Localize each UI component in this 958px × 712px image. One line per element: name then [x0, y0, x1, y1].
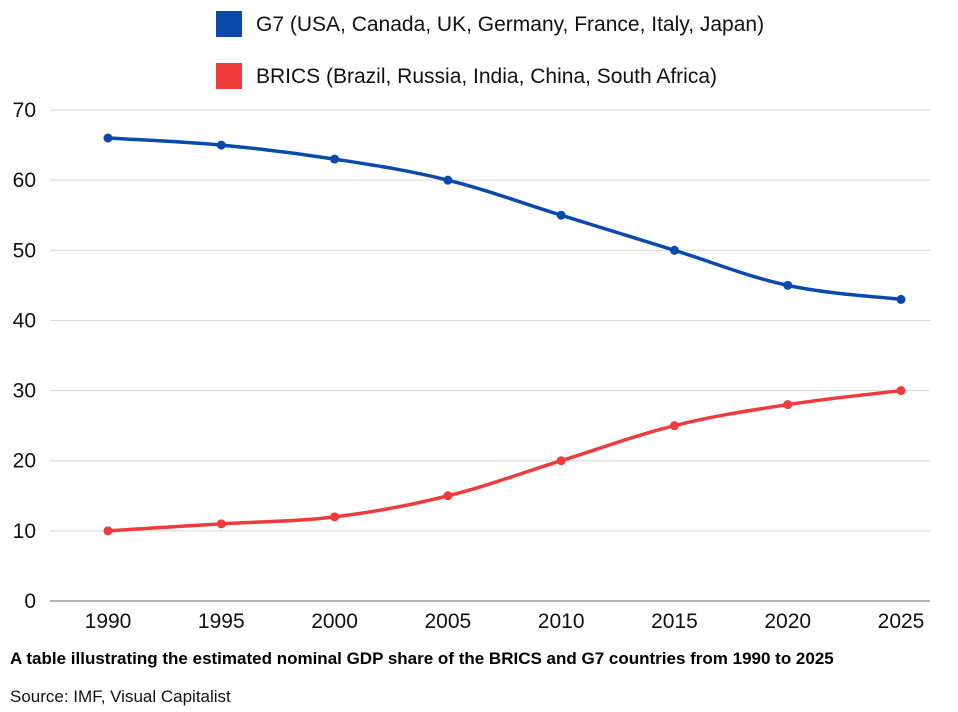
- data-point-1-2025: [896, 386, 906, 396]
- data-point-1-1990: [103, 526, 113, 536]
- y-tick-label-50: 50: [13, 239, 36, 262]
- y-tick-label-10: 10: [13, 520, 36, 543]
- data-point-1-2010: [556, 456, 566, 466]
- series-line-1: [106, 388, 903, 533]
- chart-caption: A table illustrating the estimated nomin…: [10, 649, 834, 668]
- data-point-0-2005: [443, 175, 453, 185]
- data-point-0-2010: [556, 210, 566, 220]
- x-axis-tick-labels: 1990 1995 2000 2005 2010 2015 2020 2025: [85, 610, 925, 633]
- y-axis-tick-labels: 0 10 20 30 40 50 60 70: [13, 99, 36, 613]
- x-tick-label-2015: 2015: [651, 610, 698, 633]
- series-group: [103, 133, 906, 536]
- data-point-0-2020: [783, 280, 793, 290]
- legend-label-1: BRICS (Brazil, Russia, India, China, Sou…: [256, 65, 717, 88]
- data-point-0-2000: [330, 154, 340, 164]
- y-tick-label-70: 70: [13, 99, 36, 122]
- y-tick-label-0: 0: [24, 590, 36, 613]
- x-tick-label-2020: 2020: [764, 610, 811, 633]
- y-tick-label-60: 60: [13, 169, 36, 192]
- data-point-0-2015: [669, 245, 679, 255]
- x-tick-label-1990: 1990: [85, 610, 132, 633]
- y-tick-label-20: 20: [13, 450, 36, 473]
- x-tick-label-1995: 1995: [198, 610, 245, 633]
- data-point-1-2020: [783, 400, 793, 410]
- legend-swatch-0: [216, 11, 242, 37]
- data-point-1-2000: [330, 512, 340, 522]
- legend-swatch-1: [216, 63, 242, 89]
- data-point-0-2025: [896, 294, 906, 304]
- x-tick-label-2010: 2010: [538, 610, 585, 633]
- x-tick-label-2005: 2005: [424, 610, 471, 633]
- x-tick-label-2000: 2000: [311, 610, 358, 633]
- data-point-1-1995: [216, 519, 226, 529]
- legend-label-0: G7 (USA, Canada, UK, Germany, France, It…: [256, 13, 764, 36]
- data-point-1-2015: [669, 421, 679, 431]
- y-tick-label-40: 40: [13, 309, 36, 332]
- legend: G7 (USA, Canada, UK, Germany, France, It…: [216, 11, 764, 89]
- grid-lines: [50, 109, 930, 602]
- series-line-0: [106, 136, 903, 302]
- data-point-0-1995: [216, 140, 226, 150]
- data-point-1-2005: [443, 491, 453, 501]
- series-1: [103, 386, 906, 536]
- y-tick-label-30: 30: [13, 380, 36, 403]
- series-0: [103, 133, 906, 304]
- data-point-0-1990: [103, 133, 113, 143]
- x-tick-label-2025: 2025: [878, 610, 925, 633]
- chart-source: Source: IMF, Visual Capitalist: [10, 687, 231, 706]
